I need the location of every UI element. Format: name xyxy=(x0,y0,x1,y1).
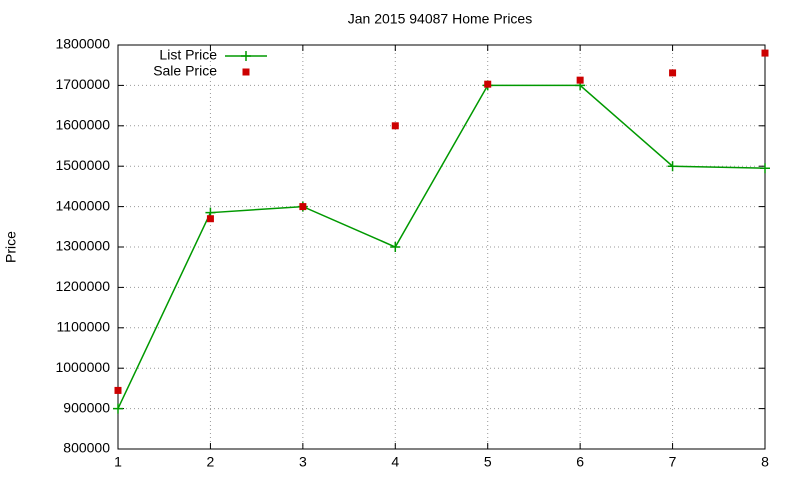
data-point xyxy=(669,69,677,77)
y-axis-label: Price xyxy=(3,231,19,263)
y-tick-label: 800000 xyxy=(63,440,110,456)
y-tick-label: 1600000 xyxy=(55,117,110,133)
x-tick-label: 3 xyxy=(299,454,307,470)
x-tick-label: 2 xyxy=(207,454,215,470)
data-point xyxy=(206,215,214,223)
legend-label: Sale Price xyxy=(153,63,217,79)
legend-marker xyxy=(242,68,250,76)
x-tick-label: 7 xyxy=(669,454,677,470)
data-point xyxy=(484,80,492,88)
chart-title: Jan 2015 94087 Home Prices xyxy=(348,11,532,27)
data-point xyxy=(576,76,584,84)
y-tick-label: 1800000 xyxy=(55,36,110,52)
x-tick-label: 8 xyxy=(761,454,769,470)
y-tick-label: 1200000 xyxy=(55,278,110,294)
data-point xyxy=(114,386,122,394)
plot-border xyxy=(117,44,766,450)
data-point xyxy=(391,122,399,130)
y-tick-label: 1500000 xyxy=(55,157,110,173)
data-point xyxy=(390,242,401,252)
legend-label: List Price xyxy=(159,47,217,63)
y-tick-label: 1300000 xyxy=(55,238,110,254)
x-tick-label: 4 xyxy=(391,454,399,470)
series-line xyxy=(117,84,766,409)
legend-marker xyxy=(241,51,251,61)
data-point xyxy=(761,49,769,57)
y-tick-label: 1000000 xyxy=(55,359,110,375)
x-tick-label: 6 xyxy=(576,454,584,470)
data-point xyxy=(113,403,123,414)
x-tick-label: 5 xyxy=(484,454,492,470)
x-tick-label: 1 xyxy=(114,454,122,470)
y-tick-label: 1100000 xyxy=(57,319,111,335)
y-tick-label: 1700000 xyxy=(55,76,110,92)
data-point xyxy=(667,161,678,172)
y-tick-label: 900000 xyxy=(63,399,110,415)
y-tick-label: 1400000 xyxy=(55,197,110,213)
data-point xyxy=(760,163,770,174)
data-point xyxy=(299,203,307,211)
